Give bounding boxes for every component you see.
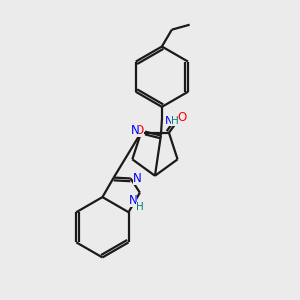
Text: N: N [133,172,142,185]
Text: O: O [178,111,187,124]
Text: H: H [171,116,178,126]
Text: N: N [128,194,137,207]
Text: N: N [165,116,173,126]
Text: H: H [136,202,144,212]
Text: N: N [131,124,140,137]
Text: O: O [134,124,144,137]
